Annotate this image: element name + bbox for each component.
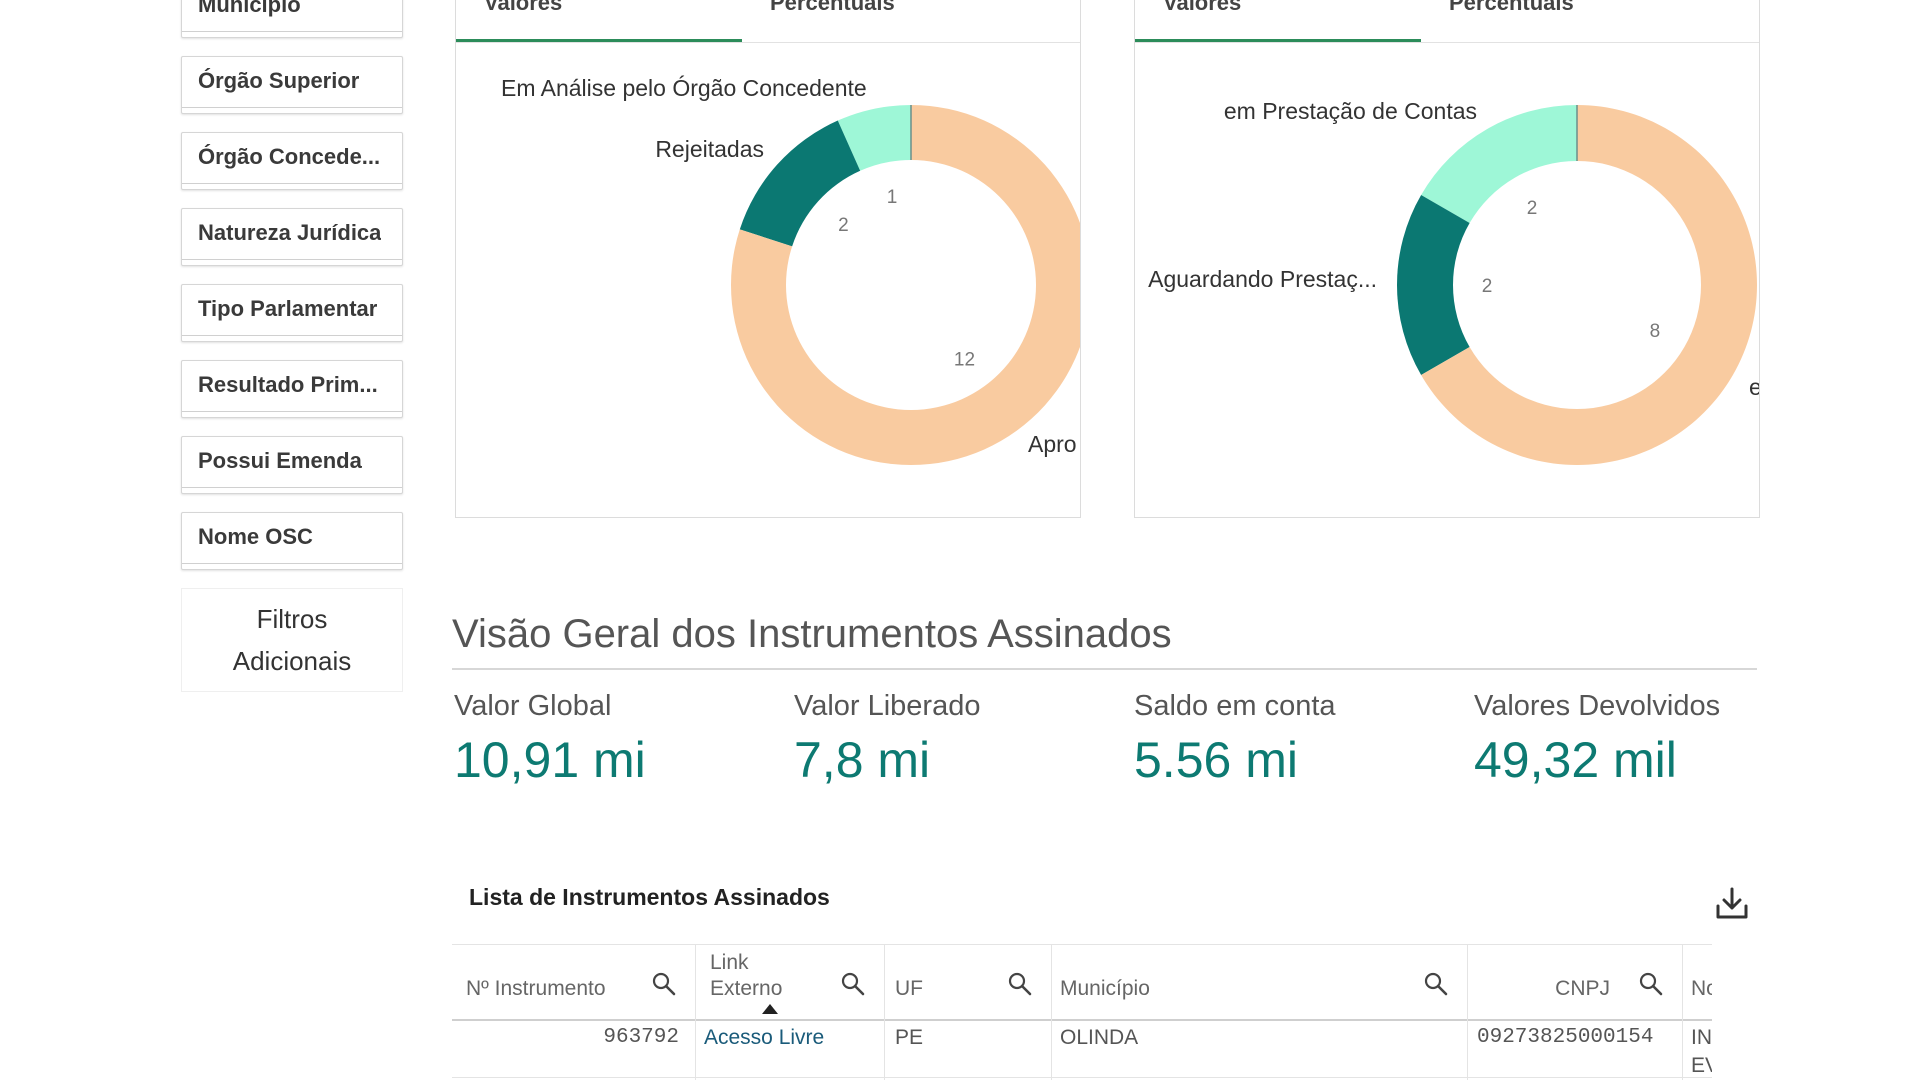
donut-value-label: 1 bbox=[887, 187, 898, 208]
donut-value-label: 2 bbox=[1527, 198, 1538, 219]
column-header-line: Link bbox=[710, 951, 749, 974]
donut-slice-2[interactable] bbox=[731, 105, 1081, 465]
filter-nome-osc-button[interactable]: Nome OSC bbox=[181, 512, 403, 570]
overview-title: Visão Geral dos Instrumentos Assinados bbox=[452, 612, 1172, 656]
filter-natureza-juridica-button[interactable]: Natureza Jurídica bbox=[181, 208, 403, 266]
instruments-table: Nº Instrumento 963792 Link Externo Acess… bbox=[452, 944, 1712, 1080]
chart-panel-right: Valores Percentuais 2 em Prestação de Con… bbox=[1134, 0, 1760, 518]
tab-valores[interactable]: Valores bbox=[456, 0, 742, 42]
chart-panel-left: Valores Percentuais 1 Em Análise pelo Órg… bbox=[455, 0, 1081, 518]
filter-label: Possui Emenda bbox=[198, 448, 362, 473]
column-header[interactable]: Link Externo bbox=[710, 950, 782, 1002]
donut-category-label: Apro bbox=[1028, 431, 1077, 457]
search-icon[interactable] bbox=[1007, 971, 1033, 997]
donut-value-label: 2 bbox=[838, 215, 849, 236]
cell-text-line: INST bbox=[1691, 1026, 1712, 1049]
column-cnpj: CNPJ 09273825000154 bbox=[1468, 944, 1683, 1080]
column-header[interactable]: Nº Instrumento bbox=[466, 977, 606, 1000]
search-icon[interactable] bbox=[651, 971, 677, 997]
additional-filters-button[interactable]: Filtros Adicionais bbox=[181, 588, 403, 692]
donut-slice-0[interactable] bbox=[837, 105, 911, 171]
kpi-valores-devolvidos: Valores Devolvidos 49,32 mil bbox=[1474, 690, 1804, 789]
column-municipio: Município OLINDA bbox=[1052, 944, 1468, 1080]
sort-ascending-icon[interactable] bbox=[762, 1004, 778, 1014]
filter-label: Nome OSC bbox=[198, 524, 313, 549]
tab-percentuais[interactable]: Percentuais bbox=[742, 0, 1032, 42]
cell-link-externo[interactable]: Acesso Livre bbox=[704, 1026, 825, 1049]
kpi-value: 7,8 mi bbox=[794, 732, 931, 788]
tab-label: Valores bbox=[484, 0, 563, 15]
donut-value-label: 2 bbox=[1482, 276, 1493, 297]
filter-possui-emenda-button[interactable]: Possui Emenda bbox=[181, 436, 403, 494]
column-header[interactable]: Nom bbox=[1691, 977, 1712, 1000]
donut-category-label: Rejeitadas bbox=[655, 136, 764, 162]
donut-chart-left[interactable]: 1 Em Análise pelo Órgão Concedente 2 Rejeit… bbox=[456, 42, 1081, 518]
donut-slice-1[interactable] bbox=[739, 120, 861, 247]
search-icon[interactable] bbox=[840, 971, 866, 997]
tab-bar: Valores Percentuais bbox=[1135, 0, 1759, 43]
kpi-saldo-em-conta: Saldo em conta 5.56 mi bbox=[1134, 690, 1464, 789]
search-icon[interactable] bbox=[1423, 971, 1449, 997]
filter-label: Natureza Jurídica bbox=[198, 220, 382, 245]
filter-label: Resultado Prim... bbox=[198, 372, 378, 397]
filter-sidebar: Município Órgão Superior Órgão Concede..… bbox=[181, 0, 403, 692]
cell-instrumento: 963792 bbox=[603, 1026, 679, 1049]
filter-label: Órgão Concede... bbox=[198, 144, 381, 169]
additional-filters-label-1: Filtros bbox=[256, 604, 328, 634]
column-nome: Nom INST EVO bbox=[1683, 944, 1712, 1080]
filter-label: Órgão Superior bbox=[198, 68, 360, 93]
filter-resultado-primario-button[interactable]: Resultado Prim... bbox=[181, 360, 403, 418]
kpi-valor-global: Valor Global 10,91 mi bbox=[454, 690, 784, 789]
kpi-value: 49,32 mil bbox=[1474, 732, 1677, 788]
tab-bar: Valores Percentuais bbox=[456, 0, 1080, 43]
filter-orgao-superior-button[interactable]: Órgão Superior bbox=[181, 56, 403, 114]
cell-cnpj: 09273825000154 bbox=[1477, 1026, 1654, 1049]
kpi-label: Valor Liberado bbox=[794, 690, 981, 722]
cell-text-line: EVO bbox=[1691, 1054, 1712, 1077]
column-header[interactable]: CNPJ bbox=[1555, 977, 1610, 1000]
donut-slice-2[interactable] bbox=[1421, 105, 1757, 465]
kpi-label: Valores Devolvidos bbox=[1474, 690, 1721, 722]
filter-label: Tipo Parlamentar bbox=[198, 296, 378, 321]
search-icon[interactable] bbox=[1638, 971, 1664, 997]
tab-label: Valores bbox=[1163, 0, 1242, 15]
column-header-line: Externo bbox=[710, 977, 783, 1000]
table-title: Lista de Instrumentos Assinados bbox=[469, 884, 830, 910]
donut-slice-1[interactable] bbox=[1397, 195, 1470, 375]
tab-valores[interactable]: Valores bbox=[1135, 0, 1421, 42]
cell-uf: PE bbox=[895, 1026, 924, 1049]
tab-percentuais[interactable]: Percentuais bbox=[1421, 0, 1711, 42]
filter-tipo-parlamentar-button[interactable]: Tipo Parlamentar bbox=[181, 284, 403, 342]
kpi-value: 5.56 mi bbox=[1134, 732, 1298, 788]
filter-municipio-button[interactable]: Município bbox=[181, 0, 403, 38]
kpi-valor-liberado: Valor Liberado 7,8 mi bbox=[794, 690, 1124, 789]
kpi-label: Saldo em conta bbox=[1134, 690, 1336, 722]
column-link-externo: Link Externo Acesso Livre bbox=[696, 944, 885, 1080]
cell-municipio: OLINDA bbox=[1060, 1026, 1139, 1049]
donut-category-label: e bbox=[1749, 374, 1760, 400]
donut-category-label: Em Análise pelo Órgão Concedente bbox=[501, 75, 867, 101]
column-uf: UF PE bbox=[885, 944, 1052, 1080]
donut-chart-right[interactable]: 2 em Prestação de Contas 2 Aguardando Prest… bbox=[1135, 42, 1760, 518]
donut-slice-0[interactable] bbox=[1421, 105, 1577, 223]
column-instrumento: Nº Instrumento 963792 bbox=[452, 944, 696, 1080]
tab-label: Percentuais bbox=[770, 0, 895, 15]
donut-value-label: 12 bbox=[954, 350, 975, 371]
tab-label: Percentuais bbox=[1449, 0, 1574, 15]
donut-category-label: em Prestação de Contas bbox=[1224, 98, 1477, 124]
cell-nome: INST EVO bbox=[1691, 1024, 1712, 1080]
column-header[interactable]: UF bbox=[895, 977, 923, 1000]
overview-divider bbox=[452, 668, 1757, 670]
column-header[interactable]: Município bbox=[1060, 977, 1150, 1000]
download-icon[interactable] bbox=[1714, 886, 1750, 922]
donut-value-label: 8 bbox=[1650, 321, 1661, 342]
kpi-label: Valor Global bbox=[454, 690, 612, 722]
additional-filters-label-2: Adicionais bbox=[232, 646, 352, 676]
kpi-value: 10,91 mi bbox=[454, 732, 646, 788]
filter-label: Município bbox=[198, 0, 301, 17]
filter-orgao-concedente-button[interactable]: Órgão Concede... bbox=[181, 132, 403, 190]
donut-category-label: Aguardando Prestaç... bbox=[1148, 266, 1377, 292]
